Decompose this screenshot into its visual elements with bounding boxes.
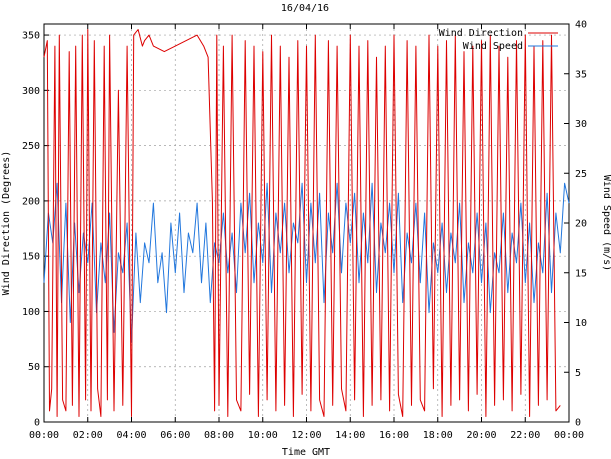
x-tick-label: 06:00 bbox=[160, 430, 190, 441]
x-tick-label: 20:00 bbox=[466, 430, 496, 441]
x-tick-label: 16:00 bbox=[379, 430, 409, 441]
legend: Wind Direction Wind Speed bbox=[439, 28, 558, 52]
y-left-tick-label: 300 bbox=[22, 86, 40, 97]
y-left-tick-label: 150 bbox=[22, 252, 40, 263]
y-right-axis-label: Wind Speed (m/s) bbox=[601, 175, 611, 271]
y-right-tick-label: 15 bbox=[575, 268, 587, 279]
y-left-tick-labels: 0 50 100 150 200 250 300 350 bbox=[22, 31, 40, 429]
x-tick-label: 04:00 bbox=[116, 430, 146, 441]
y-left-axis-label: Wind Direction (Degrees) bbox=[1, 151, 12, 296]
legend-label-wind-direction: Wind Direction bbox=[439, 28, 523, 39]
x-tick-labels: 00:00 02:00 04:00 06:00 08:00 10:00 12:00 14:00… bbox=[29, 430, 584, 441]
y-left-tick-label: 50 bbox=[28, 362, 40, 373]
x-axis-label: Time GMT bbox=[282, 447, 330, 458]
tick-marks bbox=[43, 23, 570, 423]
series-layer bbox=[43, 29, 570, 417]
y-right-tick-label: 25 bbox=[575, 169, 587, 180]
x-tick-label: 02:00 bbox=[73, 430, 103, 441]
x-tick-label: 08:00 bbox=[204, 430, 234, 441]
y-left-tick-label: 200 bbox=[22, 196, 40, 207]
x-tick-label: 14:00 bbox=[335, 430, 365, 441]
y-right-tick-label: 5 bbox=[575, 368, 581, 379]
legend-label-wind-speed: Wind Speed bbox=[463, 41, 523, 52]
y-right-tick-label: 20 bbox=[575, 219, 587, 230]
y-right-tick-label: 40 bbox=[575, 20, 587, 31]
y-right-tick-label: 30 bbox=[575, 119, 587, 130]
y-left-tick-label: 350 bbox=[22, 31, 40, 42]
x-tick-label: 10:00 bbox=[248, 430, 278, 441]
series-line-wind-direction bbox=[43, 29, 561, 417]
x-tick-label: 22:00 bbox=[510, 430, 540, 441]
y-left-tick-label: 100 bbox=[22, 307, 40, 318]
chart-title: 16/04/16 bbox=[281, 3, 329, 14]
y-right-tick-label: 0 bbox=[575, 418, 581, 429]
x-tick-label: 00:00 bbox=[29, 430, 59, 441]
y-left-tick-label: 250 bbox=[22, 141, 40, 152]
y-right-tick-label: 10 bbox=[575, 318, 587, 329]
y-right-tick-label: 35 bbox=[575, 69, 587, 80]
y-left-tick-label: 0 bbox=[34, 418, 40, 429]
y-right-tick-labels: 0 5 10 15 20 25 30 35 40 bbox=[575, 20, 587, 429]
x-tick-label: 12:00 bbox=[291, 430, 321, 441]
x-tick-label: 18:00 bbox=[423, 430, 453, 441]
x-tick-label: 00:00 bbox=[554, 430, 584, 441]
